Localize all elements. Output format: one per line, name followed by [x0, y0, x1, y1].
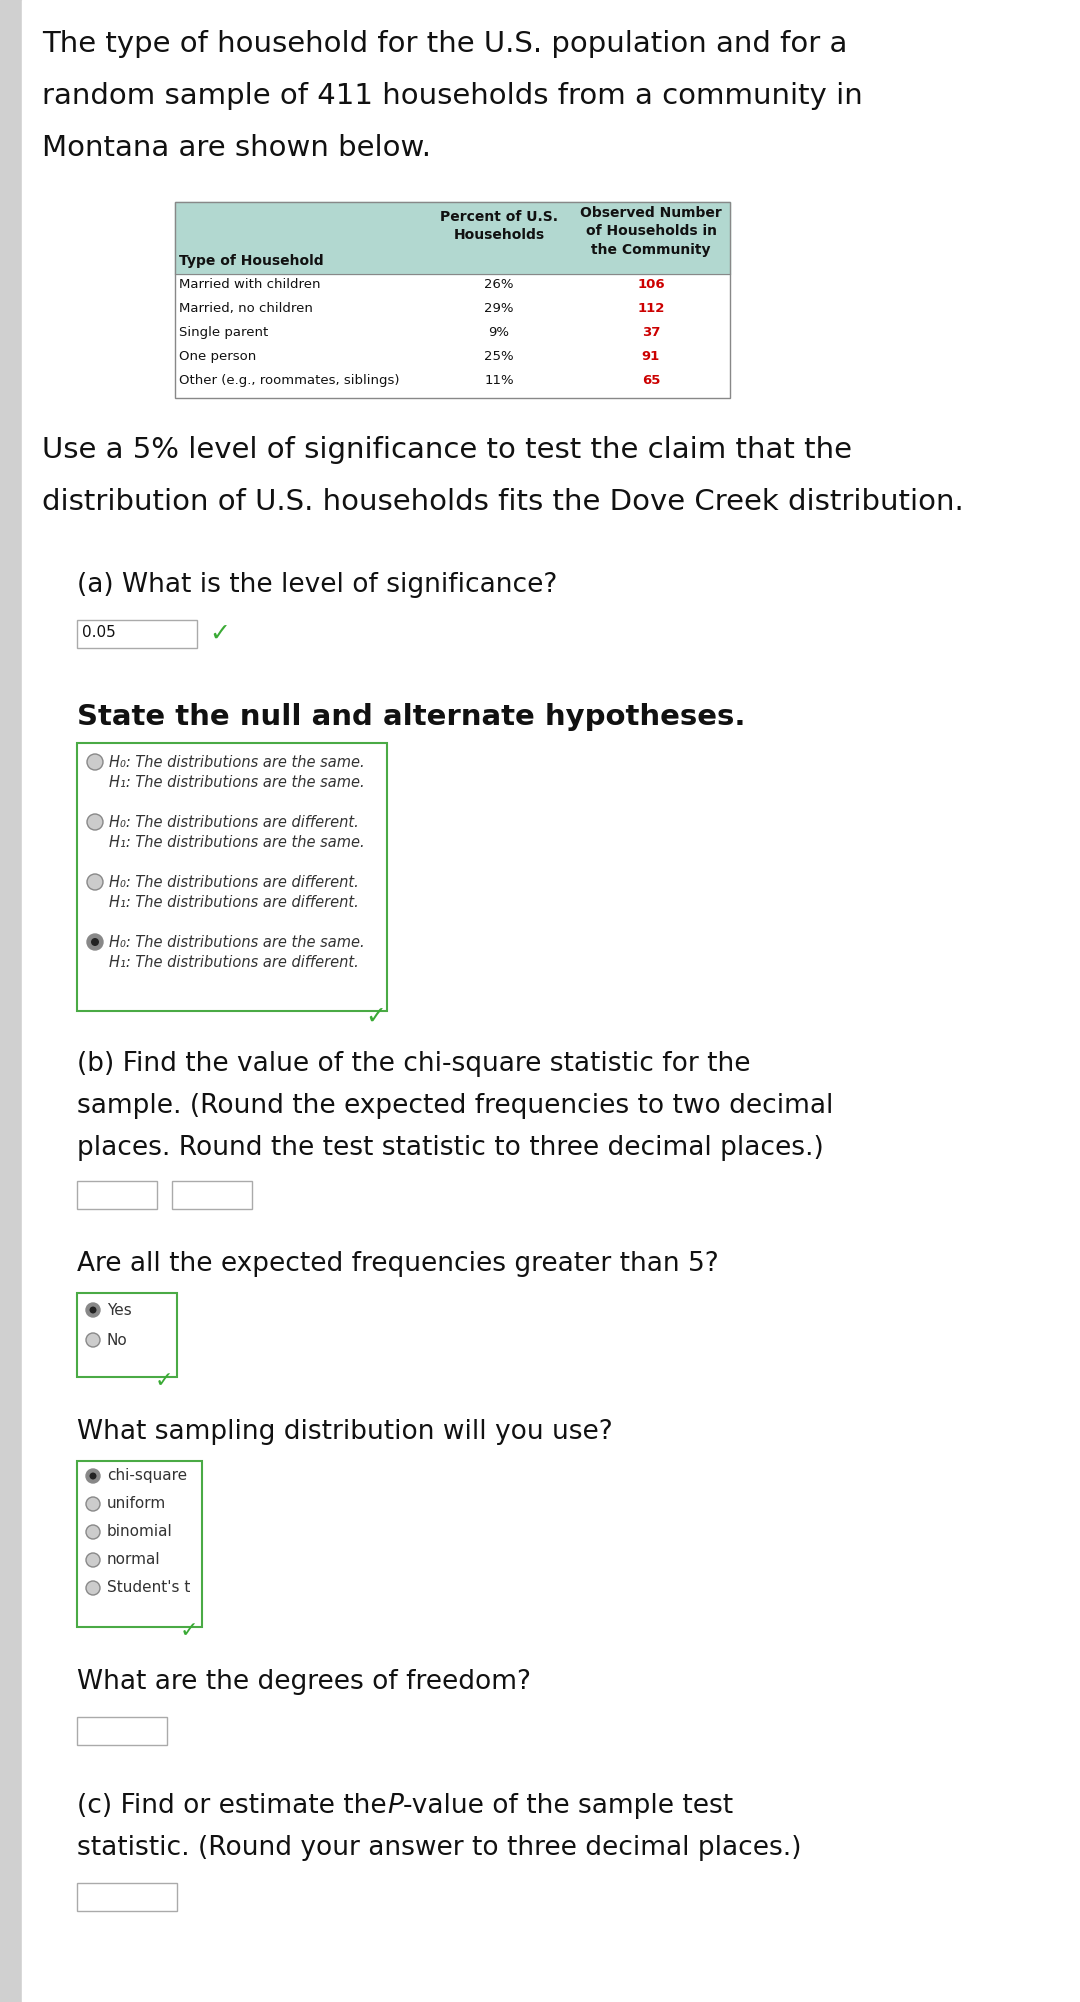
- Text: 65: 65: [642, 374, 660, 386]
- Circle shape: [86, 1469, 100, 1483]
- Text: distribution of U.S. households fits the Dove Creek distribution.: distribution of U.S. households fits the…: [42, 488, 963, 517]
- Circle shape: [90, 1307, 96, 1313]
- Text: random sample of 411 households from a community in: random sample of 411 households from a c…: [42, 82, 863, 110]
- Text: Type of Household: Type of Household: [179, 254, 324, 268]
- Bar: [77, 1181, 157, 1209]
- Text: Percent of U.S.
Households: Percent of U.S. Households: [440, 210, 558, 242]
- Text: Single parent: Single parent: [179, 326, 268, 338]
- Circle shape: [87, 755, 103, 771]
- Text: (c) Find or estimate the: (c) Find or estimate the: [77, 1794, 395, 1820]
- Text: ✓: ✓: [365, 1005, 386, 1029]
- Text: 29%: 29%: [484, 302, 514, 314]
- Text: 11%: 11%: [484, 374, 514, 386]
- Text: ✓: ✓: [180, 1622, 199, 1642]
- Circle shape: [86, 1554, 100, 1568]
- Text: H₀: The distributions are different.: H₀: The distributions are different.: [109, 875, 359, 891]
- Text: H₁: The distributions are different.: H₁: The distributions are different.: [109, 955, 359, 971]
- Circle shape: [90, 1473, 96, 1479]
- Text: H₀: The distributions are different.: H₀: The distributions are different.: [109, 815, 359, 831]
- Text: sample. (Round the expected frequencies to two decimal: sample. (Round the expected frequencies …: [77, 1093, 834, 1119]
- Text: ✓: ✓: [210, 623, 230, 647]
- Text: State the null and alternate hypotheses.: State the null and alternate hypotheses.: [77, 703, 745, 731]
- Circle shape: [86, 1303, 100, 1317]
- Text: 9%: 9%: [488, 326, 510, 338]
- Text: Are all the expected frequencies greater than 5?: Are all the expected frequencies greater…: [77, 1251, 719, 1277]
- Text: What are the degrees of freedom?: What are the degrees of freedom?: [77, 1670, 531, 1696]
- Bar: [77, 1718, 167, 1746]
- Text: normal: normal: [107, 1552, 161, 1568]
- Circle shape: [86, 1582, 100, 1596]
- Text: 0.05: 0.05: [82, 625, 116, 641]
- Bar: [175, 202, 730, 274]
- Text: H₀: The distributions are the same.: H₀: The distributions are the same.: [109, 935, 365, 951]
- Text: H₁: The distributions are the same.: H₁: The distributions are the same.: [109, 835, 365, 851]
- Text: (a) What is the level of significance?: (a) What is the level of significance?: [77, 573, 557, 599]
- Text: H₁: The distributions are the same.: H₁: The distributions are the same.: [109, 775, 365, 791]
- Text: -value of the sample test: -value of the sample test: [403, 1794, 733, 1820]
- Text: 91: 91: [642, 350, 660, 362]
- Text: Use a 5% level of significance to test the claim that the: Use a 5% level of significance to test t…: [42, 436, 852, 464]
- Bar: [77, 1884, 177, 1912]
- Bar: [175, 202, 730, 398]
- Text: chi-square: chi-square: [107, 1467, 187, 1483]
- Text: What sampling distribution will you use?: What sampling distribution will you use?: [77, 1419, 612, 1445]
- Text: binomial: binomial: [107, 1524, 173, 1540]
- Text: Married, no children: Married, no children: [179, 302, 313, 314]
- Text: uniform: uniform: [107, 1495, 166, 1512]
- Text: ✓: ✓: [156, 1371, 174, 1391]
- Text: Married with children: Married with children: [179, 278, 321, 290]
- Circle shape: [86, 1526, 100, 1540]
- Text: P: P: [387, 1794, 403, 1820]
- Circle shape: [86, 1497, 100, 1512]
- Text: Other (e.g., roommates, siblings): Other (e.g., roommates, siblings): [179, 374, 400, 386]
- Bar: [77, 1461, 202, 1628]
- Text: Observed Number
of Households in
the Community: Observed Number of Households in the Com…: [580, 206, 721, 256]
- Text: 25%: 25%: [484, 350, 514, 362]
- Text: H₁: The distributions are different.: H₁: The distributions are different.: [109, 895, 359, 911]
- Text: Montana are shown below.: Montana are shown below.: [42, 134, 431, 162]
- Circle shape: [91, 939, 99, 947]
- Text: statistic. (Round your answer to three decimal places.): statistic. (Round your answer to three d…: [77, 1836, 801, 1862]
- Text: H₀: The distributions are the same.: H₀: The distributions are the same.: [109, 755, 365, 771]
- Circle shape: [87, 815, 103, 831]
- Text: places. Round the test statistic to three decimal places.): places. Round the test statistic to thre…: [77, 1135, 824, 1161]
- Circle shape: [87, 875, 103, 891]
- Text: No: No: [107, 1333, 127, 1347]
- Text: 112: 112: [637, 302, 664, 314]
- Text: The type of household for the U.S. population and for a: The type of household for the U.S. popul…: [42, 30, 848, 58]
- Bar: [77, 1293, 177, 1377]
- Bar: [77, 621, 197, 649]
- Text: Student's t: Student's t: [107, 1580, 190, 1596]
- Text: 26%: 26%: [484, 278, 514, 290]
- Bar: [77, 743, 387, 1011]
- Text: 37: 37: [642, 326, 660, 338]
- Text: Yes: Yes: [107, 1303, 132, 1317]
- Bar: [0, 0, 22, 2002]
- Text: (b) Find the value of the chi-square statistic for the: (b) Find the value of the chi-square sta…: [77, 1051, 751, 1077]
- Text: One person: One person: [179, 350, 256, 362]
- Circle shape: [87, 935, 103, 951]
- Circle shape: [86, 1333, 100, 1347]
- Text: 106: 106: [637, 278, 665, 290]
- Bar: [172, 1181, 252, 1209]
